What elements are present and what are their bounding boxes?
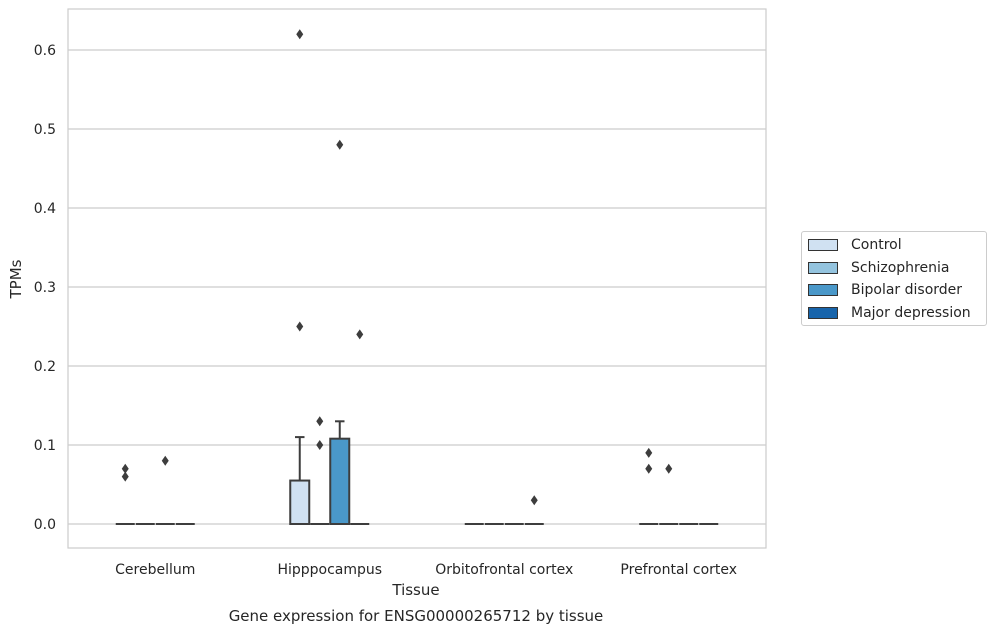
legend-swatch bbox=[808, 261, 838, 274]
legend-item: Control bbox=[808, 235, 902, 255]
y-tick-label: 0.3 bbox=[34, 280, 56, 296]
outlier-point bbox=[296, 29, 304, 40]
legend: Control Schizophrenia Bipolar disorder Majo… bbox=[801, 231, 987, 326]
x-tick-labels: Cerebellum Hipppocampus Orbitofrontal cort… bbox=[115, 562, 737, 578]
box-body bbox=[329, 437, 351, 525]
legend-label: Control bbox=[851, 237, 902, 253]
box-bipolar-disorder bbox=[329, 420, 351, 525]
legend-swatch bbox=[808, 306, 838, 319]
legend-label: Major depression bbox=[851, 304, 971, 321]
box-control bbox=[289, 436, 311, 525]
x-tick-label: Prefrontal cortex bbox=[620, 562, 737, 578]
outlier-point bbox=[645, 463, 653, 474]
y-tick-label: 0.0 bbox=[34, 517, 56, 533]
outlier-points bbox=[121, 29, 673, 506]
x-axis-title: Tissue bbox=[391, 581, 439, 599]
plot-background bbox=[67, 8, 767, 549]
outlier-point bbox=[161, 455, 169, 466]
legend-item: Major depression bbox=[808, 303, 971, 323]
y-tick-label: 0.4 bbox=[34, 201, 56, 217]
outlier-point bbox=[121, 463, 129, 474]
outlier-point bbox=[530, 495, 538, 506]
figure-caption: Gene expression for ENSG00000265712 by t… bbox=[228, 607, 604, 625]
x-tick-label: Cerebellum bbox=[115, 562, 195, 578]
y-tick-labels: 0.0 0.1 0.2 0.3 0.4 0.5 0.6 bbox=[34, 43, 56, 533]
y-tick-label: 0.2 bbox=[34, 359, 56, 375]
y-axis-title: TPMs bbox=[7, 259, 25, 299]
outlier-point bbox=[316, 416, 324, 427]
x-tick-label: Hipppocampus bbox=[277, 562, 382, 578]
outlier-point bbox=[296, 321, 304, 332]
outlier-point bbox=[121, 471, 129, 482]
outlier-point bbox=[356, 329, 364, 340]
legend-swatch bbox=[808, 239, 838, 251]
y-tick-label: 0.1 bbox=[34, 438, 56, 454]
box-plots bbox=[115, 420, 719, 525]
y-tick-label: 0.6 bbox=[34, 43, 56, 59]
legend-label: Schizophrenia bbox=[851, 259, 950, 276]
outlier-point bbox=[316, 440, 324, 450]
x-tick-label: Orbitofrontal cortex bbox=[435, 562, 573, 578]
y-tick-label: 0.5 bbox=[34, 122, 56, 138]
outlier-point bbox=[645, 447, 653, 458]
outlier-point bbox=[336, 139, 344, 150]
box-body bbox=[289, 479, 311, 525]
legend-swatch bbox=[808, 284, 838, 296]
legend-item: Bipolar disorder bbox=[808, 280, 962, 300]
legend-item: Schizophrenia bbox=[808, 258, 949, 278]
outlier-point bbox=[665, 463, 673, 474]
legend-label: Bipolar disorder bbox=[851, 282, 963, 298]
